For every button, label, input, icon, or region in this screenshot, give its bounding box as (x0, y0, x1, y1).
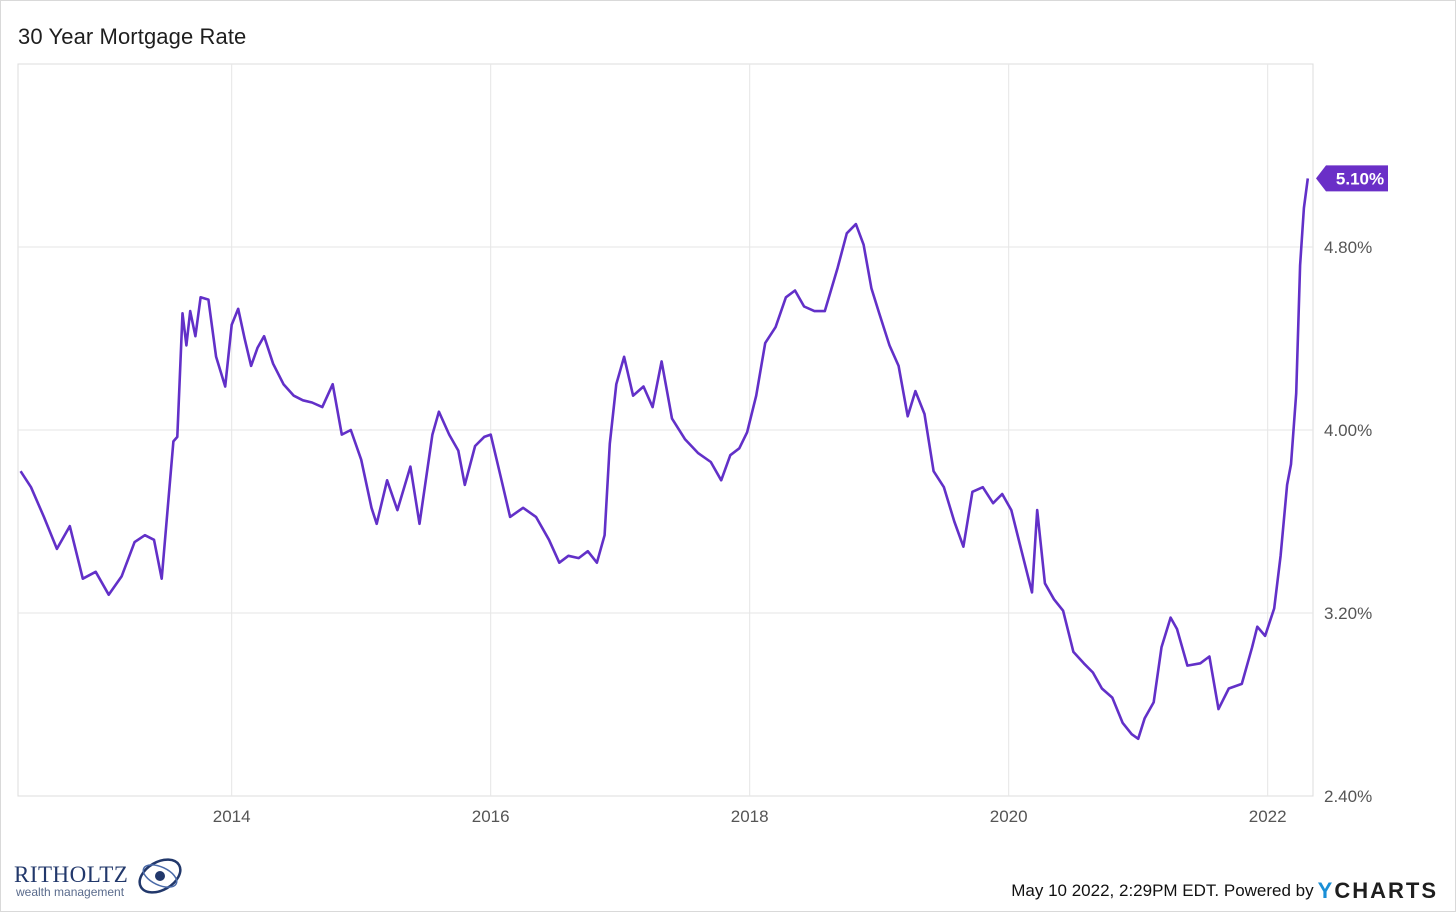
x-tick-label: 2018 (731, 807, 769, 826)
last-value-marker: 5.10% (1316, 165, 1388, 192)
ycharts-y: Y (1317, 878, 1335, 903)
x-tick-label: 2022 (1249, 807, 1287, 826)
x-tick-label: 2016 (472, 807, 510, 826)
ritholtz-logo: RITHOLTZ wealth management (14, 852, 189, 900)
series-group (19, 178, 1310, 741)
last-value-badge (1316, 165, 1388, 192)
x-axis-labels: 2014 2016 2018 2020 2022 (213, 807, 1287, 826)
x-tick-label: 2014 (213, 807, 251, 826)
x-tick-label: 2020 (990, 807, 1028, 826)
footer: May 10 2022, 2:29PM EDT. Powered by YCHA… (1011, 878, 1438, 904)
series-line (19, 178, 1310, 741)
y-axis-labels: 2.40% 3.20% 4.00% 4.80% (1324, 238, 1372, 806)
y-tick-label: 3.20% (1324, 604, 1372, 623)
ycharts-text: CHARTS (1334, 878, 1438, 903)
chart-title: 30 Year Mortgage Rate (18, 24, 247, 49)
logo-brand: RITHOLTZ (14, 862, 129, 887)
footer-timestamp: May 10 2022, 2:29PM EDT. Powered by (1011, 881, 1314, 900)
logo-emblem-icon (138, 858, 182, 894)
y-tick-label: 2.40% (1324, 787, 1372, 806)
ycharts-logo[interactable]: YCHARTS (1318, 878, 1438, 904)
y-tick-label: 4.80% (1324, 238, 1372, 257)
last-value-text: 5.10% (1336, 169, 1384, 188)
logo-tagline: wealth management (16, 885, 125, 899)
y-tick-label: 4.00% (1324, 421, 1372, 440)
grid-lines (17, 63, 1314, 797)
